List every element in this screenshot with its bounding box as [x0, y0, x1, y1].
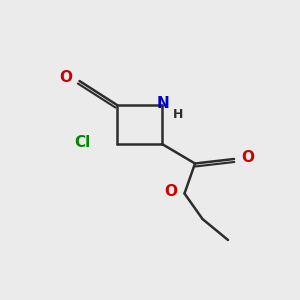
Text: O: O [164, 184, 178, 200]
Text: O: O [241, 150, 254, 165]
Text: O: O [59, 70, 73, 86]
Text: H: H [173, 107, 184, 121]
Text: N: N [157, 96, 170, 111]
Text: Cl: Cl [74, 135, 91, 150]
